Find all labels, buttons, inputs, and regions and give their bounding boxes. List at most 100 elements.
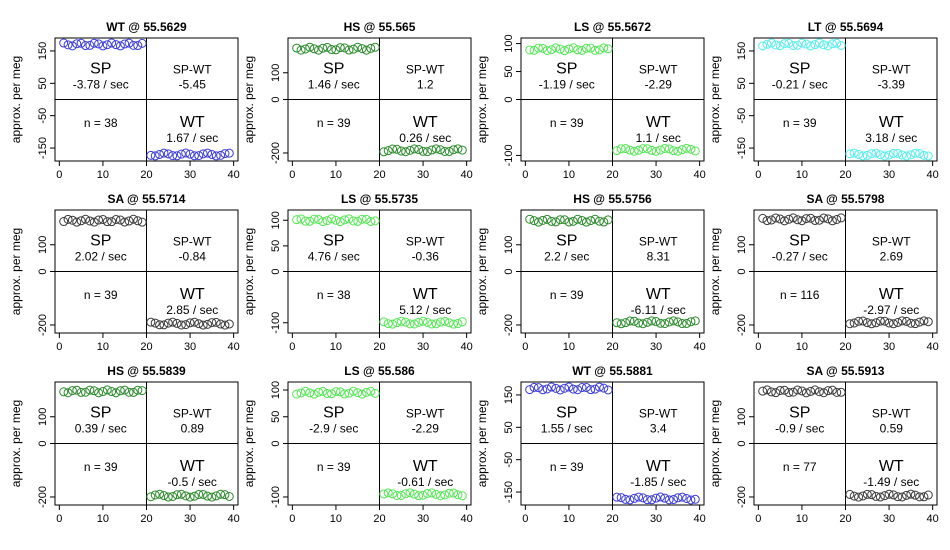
x-tick-label: 40 [228,341,240,353]
wt-point [897,316,907,326]
sp-point [771,40,781,50]
sp-point [133,216,143,226]
sp-wt-value: 3.4 [650,422,667,436]
y-tick-label: 100 [503,34,515,52]
wt-point [867,149,877,159]
sp-point [525,214,535,224]
wt-point [919,316,929,326]
wt-point [660,143,670,153]
sp-point [340,215,350,225]
sp-point [63,214,73,224]
wt-point [616,493,626,503]
wt-point [902,151,911,161]
wt-point [915,149,925,159]
wt-point [155,149,165,159]
wt-point [858,491,868,501]
sp-point [309,389,319,399]
y-tick-label: -100 [270,486,282,508]
sp-point [357,214,367,224]
wt-point [211,317,221,327]
wt-point [849,148,859,158]
wt-point [383,488,393,498]
wt-point [388,489,398,499]
wt-point [159,491,169,501]
wt-label: WT [180,458,205,475]
x-tick-label: 30 [650,169,662,181]
wt-point [383,146,393,156]
wt-point [453,144,463,154]
wt-point [163,149,173,159]
sp-point [59,38,69,48]
sp-point [810,40,820,50]
wt-point [418,316,428,326]
y-tick-label: 50 [503,65,515,77]
sp-point [327,45,337,55]
wt-point [444,488,454,498]
sp-point [581,217,591,227]
sp-point [586,43,596,53]
wt-point [638,319,648,329]
wt-point [845,489,855,499]
wt-point [910,148,920,158]
wt-point [888,490,898,500]
sp-point [366,217,376,227]
wt-point [203,148,212,158]
wt-point [427,319,437,329]
wt-point [414,317,424,327]
sp-point [573,385,583,395]
wt-point [457,145,467,155]
sp-point [542,45,552,55]
wt-point [427,488,437,498]
sp-point [305,42,315,52]
sp-wt-value: -0.84 [179,250,207,264]
panel-11: WT @ 55.5881 0 10 20 30 40 -150 -50 50 150 approx.… [475,364,706,525]
sp-point [806,41,816,51]
y-tick-label: 0 [503,96,515,102]
wt-label: WT [413,458,438,475]
y-tick-label: -100 [270,312,282,334]
wt-point [625,145,635,155]
wt-point [211,151,221,161]
wt-point [159,320,169,330]
sp-point [296,388,306,398]
wt-point [884,489,894,499]
sp-label: SP [789,61,810,78]
sp-point [814,215,824,225]
panel-title: HS @ 55.5756 [573,192,652,206]
wt-point [453,319,463,329]
wt-point [871,318,881,328]
sp-point [538,215,548,225]
panel-title: SA @ 55.5798 [807,192,885,206]
x-tick-label: 10 [330,169,342,181]
y-tick-label: -150 [503,481,515,503]
sp-point [594,216,604,226]
sp-point [758,41,768,51]
wt-point [207,492,217,502]
x-tick-label: 40 [228,513,240,525]
y-axis-label: approx. per meg [708,228,722,315]
wt-point [923,317,933,327]
x-tick-label: 40 [927,513,939,525]
sp-point [63,388,73,398]
sp-point [322,389,332,399]
wt-point [625,495,635,505]
sp-point [538,385,548,395]
wt-point [888,319,898,329]
sp-point [806,386,816,396]
y-axis-label: approx. per meg [475,400,489,487]
wt-point [172,318,182,328]
sp-point [366,386,376,396]
wt-point [146,492,156,502]
wt-point [669,146,678,156]
sp-point [296,214,306,224]
wt-point [388,319,398,329]
wt-label: WT [180,114,205,131]
sp-point [59,217,69,227]
x-tick-label: 20 [606,341,618,353]
sp-point [353,42,363,52]
sp-point [603,385,613,395]
sp-wt-label: SP-WT [872,235,911,249]
wt-point [436,145,445,155]
wt-point [216,319,226,329]
sp-point [560,46,570,56]
